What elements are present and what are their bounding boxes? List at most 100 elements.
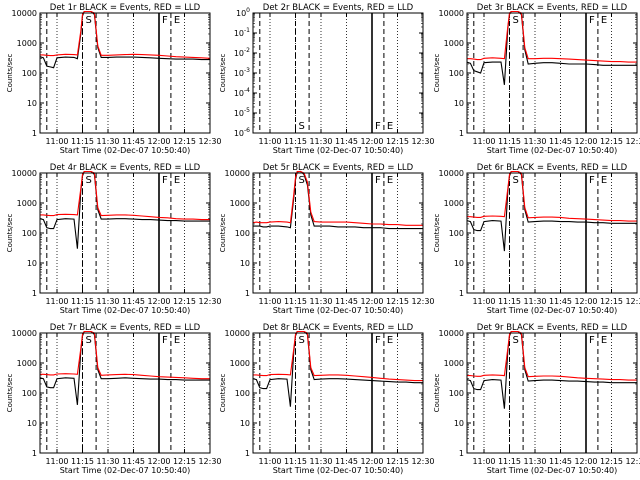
plot-frame <box>466 12 638 134</box>
y-tick-label: 1 <box>245 289 250 298</box>
chart-title: Det 8r BLACK = Events, RED = LLD <box>263 323 414 333</box>
x-tick-label: 11:45 <box>549 137 572 146</box>
x-axis-label: Start Time (02-Dec-07 10:50:40) <box>60 306 191 315</box>
series-line-events <box>39 170 210 249</box>
x-tick-label: 11:00 <box>472 297 495 306</box>
x-tick-label: 11:45 <box>335 137 358 146</box>
y-tick-label: 1 <box>459 289 464 298</box>
x-tick-label: 11:15 <box>71 457 94 466</box>
y-axis-label: Counts/sec <box>219 214 227 253</box>
chart-title: Det 3r BLACK = Events, RED = LLD <box>477 3 628 13</box>
x-tick-label: 12:15 <box>386 137 409 146</box>
plot-frame <box>39 332 211 454</box>
y-tick-label: 10000 <box>225 329 250 338</box>
chart-title: Det 4r BLACK = Events, RED = LLD <box>50 163 201 173</box>
x-tick-label: 12:15 <box>386 457 409 466</box>
y-tick-label: 100 <box>449 69 464 78</box>
x-tick-label: 11:15 <box>284 137 307 146</box>
y-tick-label: 10000 <box>12 169 37 178</box>
x-tick-label: 11:00 <box>472 137 495 146</box>
y-tick-label: 1000 <box>444 39 464 48</box>
y-tick-label: 1000 <box>230 199 250 208</box>
plot-frame <box>252 12 424 134</box>
chart-title: Det 9r BLACK = Events, RED = LLD <box>477 323 628 333</box>
y-axis-label: Counts/sec <box>6 374 14 413</box>
plot-frame <box>39 172 211 294</box>
y-tick-label: 10 <box>240 419 250 428</box>
x-tick-label: 11:30 <box>523 457 546 466</box>
plot-frame <box>466 332 638 454</box>
x-tick-label: 11:00 <box>472 457 495 466</box>
y-tick-label: 1000 <box>17 359 37 368</box>
marker-label: E <box>601 15 607 26</box>
marker-label: F <box>375 175 381 186</box>
x-tick-label: 12:15 <box>173 137 196 146</box>
plot-frame <box>252 332 424 454</box>
chart-panel-9: Det 9r BLACK = Events, RED = LLD 1 10 100 10… <box>433 323 640 475</box>
y-tick-label: 100 <box>22 389 37 398</box>
y-tick-label: 1000 <box>230 359 250 368</box>
x-tick-label: 11:45 <box>122 297 145 306</box>
y-tick-label: 10-4 <box>234 87 250 98</box>
x-tick-label: 11:45 <box>549 297 572 306</box>
x-tick-label: 12:15 <box>386 297 409 306</box>
y-tick-label: 10 <box>454 99 464 108</box>
x-tick-label: 11:45 <box>549 457 572 466</box>
marker-label: S <box>86 175 92 186</box>
x-axis-label: Start Time (02-Dec-07 10:50:40) <box>487 466 618 475</box>
chart-panel-1: Det 1r BLACK = Events, RED = LLD 1 10 100 10… <box>6 3 222 155</box>
x-tick-label: 12:15 <box>600 137 623 146</box>
y-tick-label: 100 <box>449 389 464 398</box>
x-tick-label: 11:30 <box>309 457 332 466</box>
x-tick-label: 11:00 <box>258 457 281 466</box>
x-tick-label: 12:15 <box>600 297 623 306</box>
x-tick-label: 12:30 <box>411 137 434 146</box>
x-tick-label: 11:30 <box>96 137 119 146</box>
y-tick-label: 100 <box>235 389 250 398</box>
y-tick-label: 10000 <box>225 169 250 178</box>
marker-label: F <box>162 175 168 186</box>
chart-title: Det 7r BLACK = Events, RED = LLD <box>50 323 201 333</box>
chart-panel-2: Det 2r BLACK = Events, RED = LLD 10-6 10-5… <box>219 3 435 155</box>
x-tick-label: 12:00 <box>360 297 383 306</box>
marker-label: F <box>162 335 168 346</box>
marker-label: E <box>387 121 393 132</box>
x-tick-label: 12:00 <box>574 457 597 466</box>
x-tick-label: 11:15 <box>71 297 94 306</box>
y-tick-label: 1 <box>459 129 464 138</box>
x-tick-label: 12:00 <box>147 457 170 466</box>
marker-label: S <box>513 175 519 186</box>
chart-panel-4: Det 4r BLACK = Events, RED = LLD 1 10 100 10… <box>6 163 222 315</box>
x-tick-label: 11:15 <box>71 137 94 146</box>
x-tick-label: 12:00 <box>574 137 597 146</box>
plot-frame <box>39 12 211 134</box>
x-tick-label: 11:00 <box>45 297 68 306</box>
y-tick-label: 10 <box>27 419 37 428</box>
y-tick-label: 1 <box>459 449 464 458</box>
x-tick-label: 12:00 <box>360 457 383 466</box>
series-line-events <box>466 330 637 409</box>
plot-frame <box>252 172 424 294</box>
marker-label: S <box>299 175 305 186</box>
x-tick-label: 12:00 <box>574 297 597 306</box>
x-tick-label: 12:30 <box>411 457 434 466</box>
series-line-lld <box>252 170 423 226</box>
x-tick-label: 11:30 <box>309 137 332 146</box>
series-line-lld <box>253 330 423 382</box>
y-axis-label: Counts/sec <box>219 54 227 93</box>
x-tick-label: 11:45 <box>335 297 358 306</box>
marker-label: S <box>513 15 519 26</box>
x-tick-label: 12:15 <box>600 457 623 466</box>
marker-label: F <box>589 335 595 346</box>
chart-panel-5: Det 5r BLACK = Events, RED = LLD 1 10 100 10… <box>219 163 435 315</box>
x-tick-label: 11:00 <box>45 137 68 146</box>
chart-panel-7: Det 7r BLACK = Events, RED = LLD 1 10 100 10… <box>6 323 222 475</box>
y-tick-label: 10-5 <box>234 107 250 118</box>
x-tick-label: 11:15 <box>498 457 521 466</box>
y-tick-label: 100 <box>22 229 37 238</box>
chart-panel-3: Det 3r BLACK = Events, RED = LLD 1 10 100 10… <box>433 3 640 155</box>
x-axis-label: Start Time (02-Dec-07 10:50:40) <box>273 466 404 475</box>
x-tick-label: 11:15 <box>284 297 307 306</box>
y-tick-label: 10 <box>454 259 464 268</box>
